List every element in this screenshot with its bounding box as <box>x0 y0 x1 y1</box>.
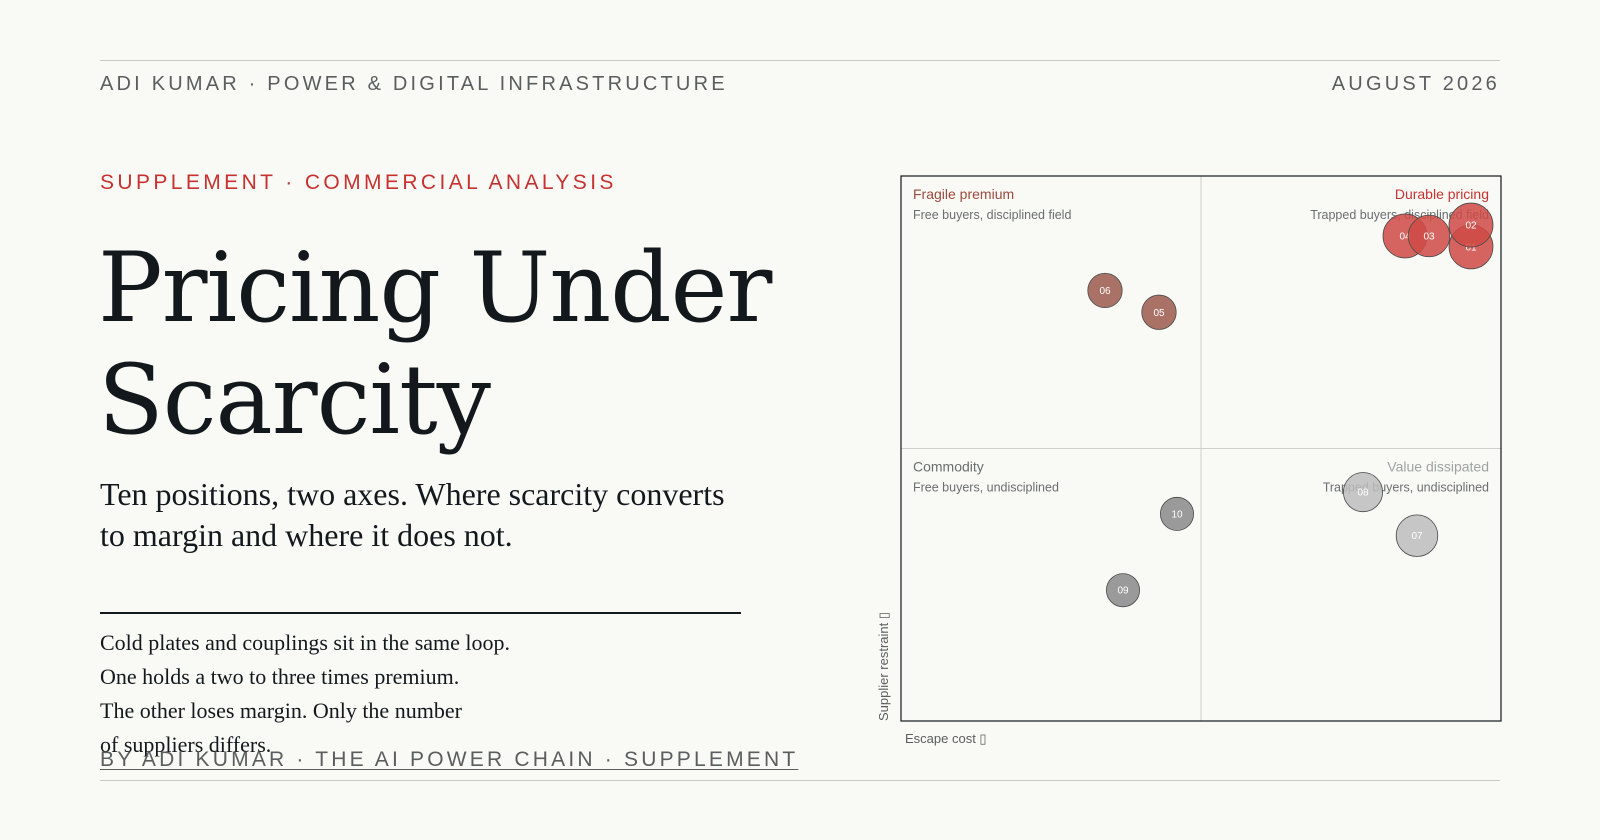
quadrant-title-fragile: Fragile premium <box>913 186 1014 202</box>
quadrant-title-durable: Durable pricing <box>1395 186 1489 202</box>
quadrant-subtitle-commodity: Free buyers, undisciplined <box>913 481 1059 495</box>
data-point-05 <box>1141 294 1177 330</box>
bottom-rule <box>100 780 1500 781</box>
body-line: of suppliers differs. <box>100 732 272 757</box>
data-point-label-05: 05 <box>1153 308 1165 319</box>
subtitle: Ten positions, two axes. Where scarcity … <box>100 476 725 553</box>
data-point-label-02: 02 <box>1465 221 1477 232</box>
masthead-date: AUGUST 2026 <box>1331 73 1500 95</box>
data-point-02 <box>1448 202 1494 248</box>
y-axis-label: Supplier restraint ▯ <box>876 612 891 721</box>
masthead-author: ADI KUMAR · POWER & DIGITAL INFRASTRUCTU… <box>100 73 728 95</box>
data-point-08 <box>1342 472 1383 513</box>
x-axis-label: Escape cost ▯ <box>905 731 987 746</box>
data-point-label-07: 07 <box>1411 531 1423 542</box>
data-point-label-06: 06 <box>1099 286 1111 297</box>
quadrant-title-commodity: Commodity <box>913 459 984 475</box>
section-divider <box>100 612 741 614</box>
quadrant-scatter-chart: Fragile premium Free buyers, disciplined … <box>876 175 1502 746</box>
data-point-label-08: 08 <box>1357 488 1369 499</box>
quadrant-subtitle-fragile: Free buyers, disciplined field <box>913 208 1071 222</box>
data-point-label-04: 04 <box>1399 231 1411 242</box>
data-point-03 <box>1407 214 1451 258</box>
data-point-09 <box>1105 573 1140 608</box>
data-point-07 <box>1395 514 1439 557</box>
page-title: Pricing Under Scarcity <box>98 232 772 456</box>
data-point-label-03: 03 <box>1423 231 1435 242</box>
data-point-label-01: 01 <box>1465 242 1477 253</box>
masthead: ADI KUMAR · POWER & DIGITAL INFRASTRUCTU… <box>100 73 1500 96</box>
kicker: SUPPLEMENT · COMMERCIAL ANALYSIS <box>100 171 617 194</box>
data-point-label-10: 10 <box>1171 509 1183 520</box>
body-line: The other loses margin. Only the number <box>100 698 462 723</box>
plot-frame <box>900 175 1502 722</box>
top-rule <box>100 60 1500 61</box>
body-line: One holds a two to three times premium. <box>100 664 460 689</box>
body-text: Cold plates and couplings sit in the sam… <box>100 626 660 762</box>
body-line: Cold plates and couplings sit in the sam… <box>100 630 511 655</box>
byline-link[interactable]: BY ADI KUMAR · THE AI POWER CHAIN · SUPP… <box>100 748 799 771</box>
data-point-10 <box>1159 496 1194 531</box>
quadrant-title-dissipated: Value dissipated <box>1387 459 1489 475</box>
data-point-06 <box>1087 272 1123 309</box>
data-point-label-09: 09 <box>1117 586 1129 597</box>
